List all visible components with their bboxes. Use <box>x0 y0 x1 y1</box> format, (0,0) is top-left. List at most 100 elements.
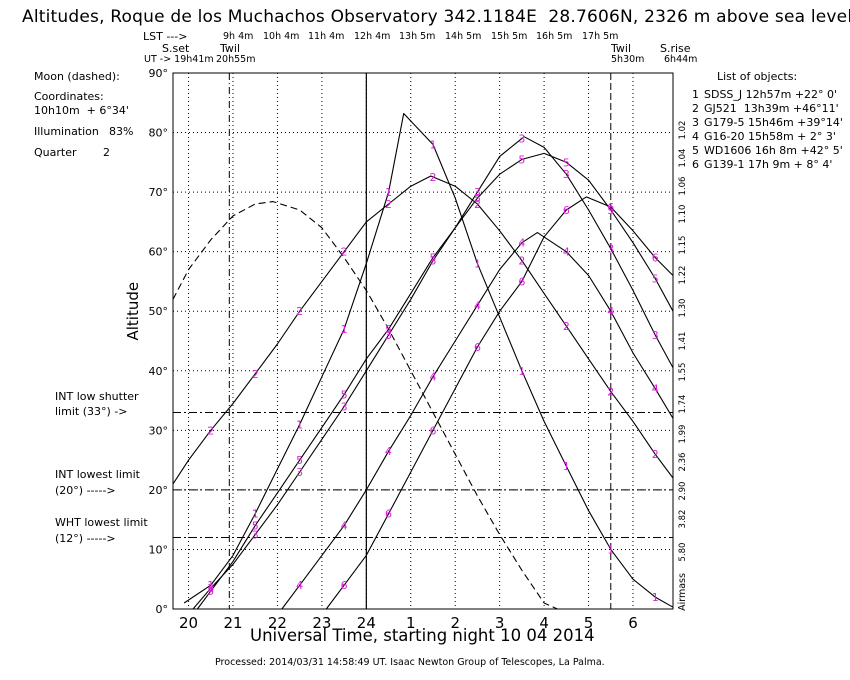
sunrise-label: S.rise <box>660 42 691 55</box>
object-entry: WD1606 16h 8m +42° 5' <box>704 144 843 157</box>
curve-marker: 2 <box>607 386 614 399</box>
curve-marker: 2 <box>518 255 525 268</box>
x-tick-label: 22 <box>268 614 287 632</box>
altitude-curves <box>172 112 674 610</box>
moon-quarter-label: Quarter <box>34 146 77 159</box>
object-entry: G16-20 15h58m + 2° 3' <box>704 130 836 143</box>
y-tick-label: 80° <box>149 127 169 140</box>
altitude-curve-1 <box>183 112 674 608</box>
curve-marker: 5 <box>385 323 392 336</box>
object-num: 3 <box>692 116 699 129</box>
object-num: 4 <box>692 130 699 143</box>
curve-marker: 3 <box>607 243 614 256</box>
altitude-curve-2 <box>172 175 674 485</box>
curve-marker: 5 <box>341 389 348 402</box>
airmass-tick: 1.15 <box>678 236 688 255</box>
curve-marker: 3 <box>385 329 392 342</box>
object-entry: G139-1 17h 9m + 8° 4' <box>704 158 833 171</box>
curve-marker: 1 <box>430 138 437 151</box>
curve-marker: 3 <box>430 255 437 268</box>
sunrise-time: 6h44m <box>664 54 698 65</box>
limit-int-shutter-label-2: limit (33°) -> <box>55 405 128 418</box>
curve-marker: 1 <box>296 418 303 431</box>
limit-int-lowest-label: INT lowest limit <box>55 468 140 481</box>
curve-marker: 3 <box>341 401 348 414</box>
lst-tick-9: 17h 5m <box>582 31 619 42</box>
airmass-tick: 1.99 <box>678 425 688 444</box>
airmass-tick: 1.30 <box>678 299 688 318</box>
curve-marker: 5 <box>296 454 303 467</box>
lst-label: LST ---> <box>143 30 188 43</box>
object-entry: G179-5 15h46m +39°14' <box>704 116 843 129</box>
object-entry: SDSS_J 12h57m +22° 0' <box>704 88 838 101</box>
curve-marker: 4 <box>341 520 348 533</box>
x-tick-label: 24 <box>357 614 376 632</box>
curve-marker: 6 <box>652 252 659 265</box>
curve-marker: 6 <box>341 579 348 592</box>
sunset-label: S.set <box>162 42 190 55</box>
curve-markers: 1111111111122222222222333333333334444444… <box>207 133 658 605</box>
altitude-curve-4 <box>281 232 674 610</box>
y-tick-label: 30° <box>149 424 169 437</box>
curve-marker: 2 <box>430 171 437 184</box>
moon-illum-label: Illumination <box>34 125 99 138</box>
lst-tick-8: 16h 5m <box>536 31 573 42</box>
moon-curve <box>172 201 558 610</box>
curve-marker: 2 <box>474 198 481 211</box>
curve-marker: 2 <box>207 424 214 437</box>
curve-marker: 5 <box>652 272 659 285</box>
altitude-curve-3 <box>192 136 674 610</box>
lst-tick-7: 15h 5m <box>491 31 528 42</box>
airmass-tick: 2.90 <box>678 482 688 501</box>
chart-title: Altitudes, Roque de los Muchachos Observ… <box>22 7 850 27</box>
x-tick-label: 1 <box>406 614 416 632</box>
curve-marker: 5 <box>207 585 214 598</box>
x-tick-label: 21 <box>223 614 242 632</box>
airmass-tick: 5.80 <box>678 543 688 562</box>
object-num: 5 <box>692 144 699 157</box>
curve-marker: 1 <box>385 186 392 199</box>
lst-tick-3: 11h 4m <box>308 31 345 42</box>
curve-marker: 5 <box>430 252 437 265</box>
curve-marker: 2 <box>563 320 570 333</box>
curve-marker: 6 <box>563 204 570 217</box>
x-tick-label: 20 <box>179 614 198 632</box>
footer-note: Processed: 2014/03/31 14:58:49 UT. Isaac… <box>215 657 605 668</box>
lst-tick-4: 12h 4m <box>354 31 391 42</box>
moon-title: Moon (dashed): <box>34 70 120 83</box>
curve-marker: 5 <box>474 192 481 205</box>
y-tick-label: 60° <box>149 246 169 259</box>
curve-marker: 4 <box>430 371 437 384</box>
ut-label: UT -> 19h41m <box>144 54 214 65</box>
y-tick-label: 0° <box>156 603 169 616</box>
curve-marker: 1 <box>474 258 481 271</box>
limit-wht-lowest-label: WHT lowest limit <box>55 516 148 529</box>
limit-int-lowest-label-2: (20°) -----> <box>55 484 116 497</box>
airmass-tick: 1.04 <box>678 149 688 168</box>
curve-marker: 1 <box>652 591 659 604</box>
limit-lines <box>173 411 673 539</box>
y-tick-label: 20° <box>149 484 169 497</box>
y-tick-label: 70° <box>149 186 169 199</box>
airmass-tick: 1.22 <box>678 266 688 285</box>
airmass-tick: 2.36 <box>678 453 688 472</box>
moon-coord-value: 10h10m + 6°34' <box>34 104 129 117</box>
twilight-morning-time: 5h30m <box>611 54 645 65</box>
lst-tick-6: 14h 5m <box>445 31 482 42</box>
lst-tick-2: 10h 4m <box>263 31 300 42</box>
airmass-tick: 1.41 <box>678 332 688 351</box>
curve-marker: 1 <box>252 508 259 521</box>
tick-labels: 20 21 22 23 24 1 2 3 4 5 60°10°20°30°40°50°60°70°8… <box>124 67 688 632</box>
curve-marker: 6 <box>518 275 525 288</box>
grid-layer <box>173 72 673 610</box>
x-tick-label: 4 <box>539 614 549 632</box>
objects-title: List of objects: <box>717 70 798 83</box>
twilight-morning-label: Twil <box>611 42 632 55</box>
curve-marker: 6 <box>474 341 481 354</box>
object-num: 2 <box>692 102 699 115</box>
x-axis-title: Universal Time, starting night 10 04 201… <box>250 626 595 645</box>
curve-marker: 1 <box>518 365 525 378</box>
lst-tick-5: 13h 5m <box>399 31 436 42</box>
curve-marker: 4 <box>563 246 570 259</box>
